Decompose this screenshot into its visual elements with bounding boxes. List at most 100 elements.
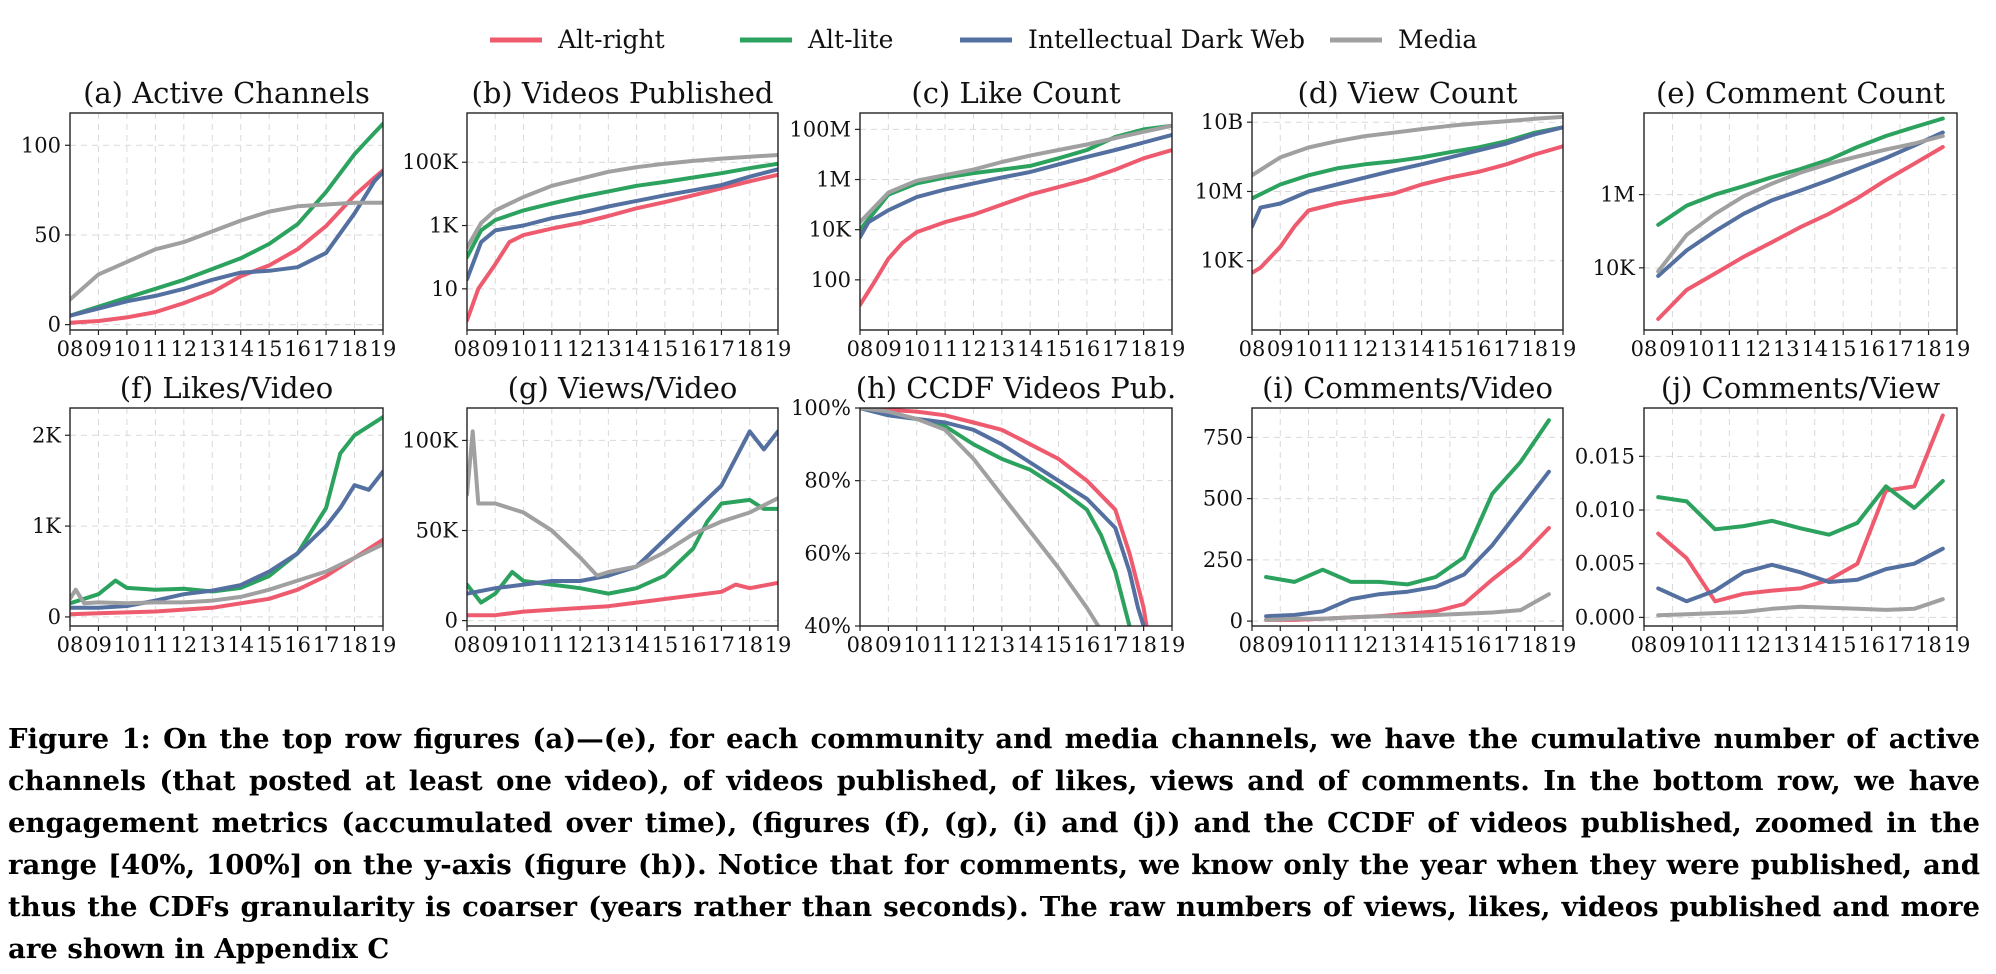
series-line-intellectual-dark-web [70,170,383,318]
x-tick-label: 13 [988,633,1015,657]
x-tick-label: 11 [932,633,959,657]
x-tick-label: 11 [142,337,169,361]
chart-panel-c: (c) Like Count 08 09 10 11 12 13 14 15 16 17 18 19 10… [789,76,1185,361]
series-line-alt-lite [860,123,1172,232]
y-tick-label: 10B [1201,110,1243,134]
x-tick-label: 19 [1944,633,1971,657]
plot-frame [69,112,384,331]
x-tick-label: 09 [482,337,509,361]
panel-title: (f) Likes/Video [120,371,333,405]
x-tick-label: 09 [85,337,112,361]
x-tick-label: 08 [1631,633,1658,657]
x-tick-label: 18 [736,633,763,657]
x-tick-label: 17 [313,633,340,657]
series-line-media [467,429,778,578]
y-tick-label: 80% [804,469,851,493]
figure-caption: Figure 1: On the top row figures (a)—(e)… [8,723,1980,965]
chart-panel-h: (h) CCDF Videos Pub. 08 09 10 11 12 13 14 15 16 17… [791,371,1185,657]
legend-label: Media [1398,25,1477,54]
x-tick-label: 08 [847,337,874,361]
y-tick-label: 10K [1201,249,1244,273]
x-tick-label: 12 [567,633,594,657]
x-tick-label: 16 [1858,633,1885,657]
plot-frame [1643,112,1958,331]
x-tick-label: 18 [1915,633,1942,657]
x-tick-label: 12 [960,337,987,361]
x-tick-label: 10 [1295,633,1322,657]
y-tick-label: 0 [1230,609,1243,633]
x-tick-label: 13 [595,337,622,361]
x-tick-label: 17 [1887,633,1914,657]
series-line-media [860,123,1172,225]
panel-title: (d) View Count [1298,76,1518,110]
x-tick-label: 08 [57,633,84,657]
series-line-alt-right [1656,145,1945,321]
series-line-intellectual-dark-web [860,132,1172,240]
panel-title: (b) Videos Published [472,76,774,110]
panel-title: (c) Like Count [911,76,1121,110]
x-tick-label: 19 [765,337,792,361]
series-line-media [467,153,778,250]
x-tick-label: 12 [1352,337,1379,361]
x-tick-label: 09 [1267,633,1294,657]
x-tick-label: 14 [1801,633,1828,657]
x-tick-label: 15 [1045,337,1072,361]
legend-label: Alt-lite [807,25,893,54]
y-tick-label: 750 [1203,425,1243,449]
series-line-intellectual-dark-web [1656,130,1945,278]
x-tick-label: 09 [875,633,902,657]
y-tick-label: 0.005 [1575,552,1635,576]
legend-item-media: Media [1330,25,1477,54]
x-tick-label: 16 [1858,337,1885,361]
x-tick-label: 11 [142,633,169,657]
x-tick-label: 12 [1352,633,1379,657]
y-tick-label: 100K [402,150,458,174]
x-tick-label: 12 [1744,633,1771,657]
x-tick-label: 12 [567,337,594,361]
x-tick-label: 17 [313,337,340,361]
x-tick-label: 10 [114,633,141,657]
x-tick-label: 10 [903,337,930,361]
x-tick-label: 09 [482,633,509,657]
x-tick-label: 19 [370,337,397,361]
y-tick-label: 40% [804,614,851,638]
x-tick-label: 17 [1887,337,1914,361]
series-line-alt-right [860,148,1172,307]
series-line-intellectual-dark-web [1264,469,1551,619]
panel-title: (g) Views/Video [508,371,738,405]
x-tick-label: 10 [510,633,537,657]
x-tick-label: 11 [932,337,959,361]
x-tick-label: 15 [652,633,679,657]
series-line-alt-right [1252,144,1563,275]
chart-panel-g: (g) Views/Video 08 09 10 11 12 13 14 15 16 17 18 19 0… [402,371,791,657]
x-tick-label: 15 [256,633,283,657]
figure: Alt-right Alt-lite Intellectual Dark Web Me… [21,25,1971,657]
y-tick-label: 50K [416,519,459,543]
x-tick-label: 14 [1017,633,1044,657]
series-line-media [70,200,383,302]
x-tick-label: 10 [903,633,930,657]
y-tick-label: 60% [804,541,851,565]
x-tick-label: 18 [1915,337,1942,361]
x-tick-label: 09 [85,633,112,657]
series-line-alt-lite [1656,116,1945,227]
series-line-alt-lite [467,497,778,605]
series-line-alt-lite [1264,418,1551,587]
legend-label: Intellectual Dark Web [1028,25,1305,54]
series-line-alt-right [1656,413,1945,604]
x-tick-label: 19 [1159,633,1186,657]
x-tick-label: 17 [1493,633,1520,657]
plot-frame [466,112,779,331]
x-tick-label: 13 [199,633,226,657]
series-line-intellectual-dark-web [467,429,778,596]
x-tick-label: 18 [1130,633,1157,657]
y-tick-label: 100 [21,133,61,157]
x-tick-label: 10 [114,337,141,361]
x-tick-label: 13 [1773,337,1800,361]
x-tick-label: 13 [1773,633,1800,657]
series-line-alt-lite [1656,479,1945,537]
series-line-alt-lite [1252,125,1563,201]
x-tick-label: 14 [227,337,254,361]
